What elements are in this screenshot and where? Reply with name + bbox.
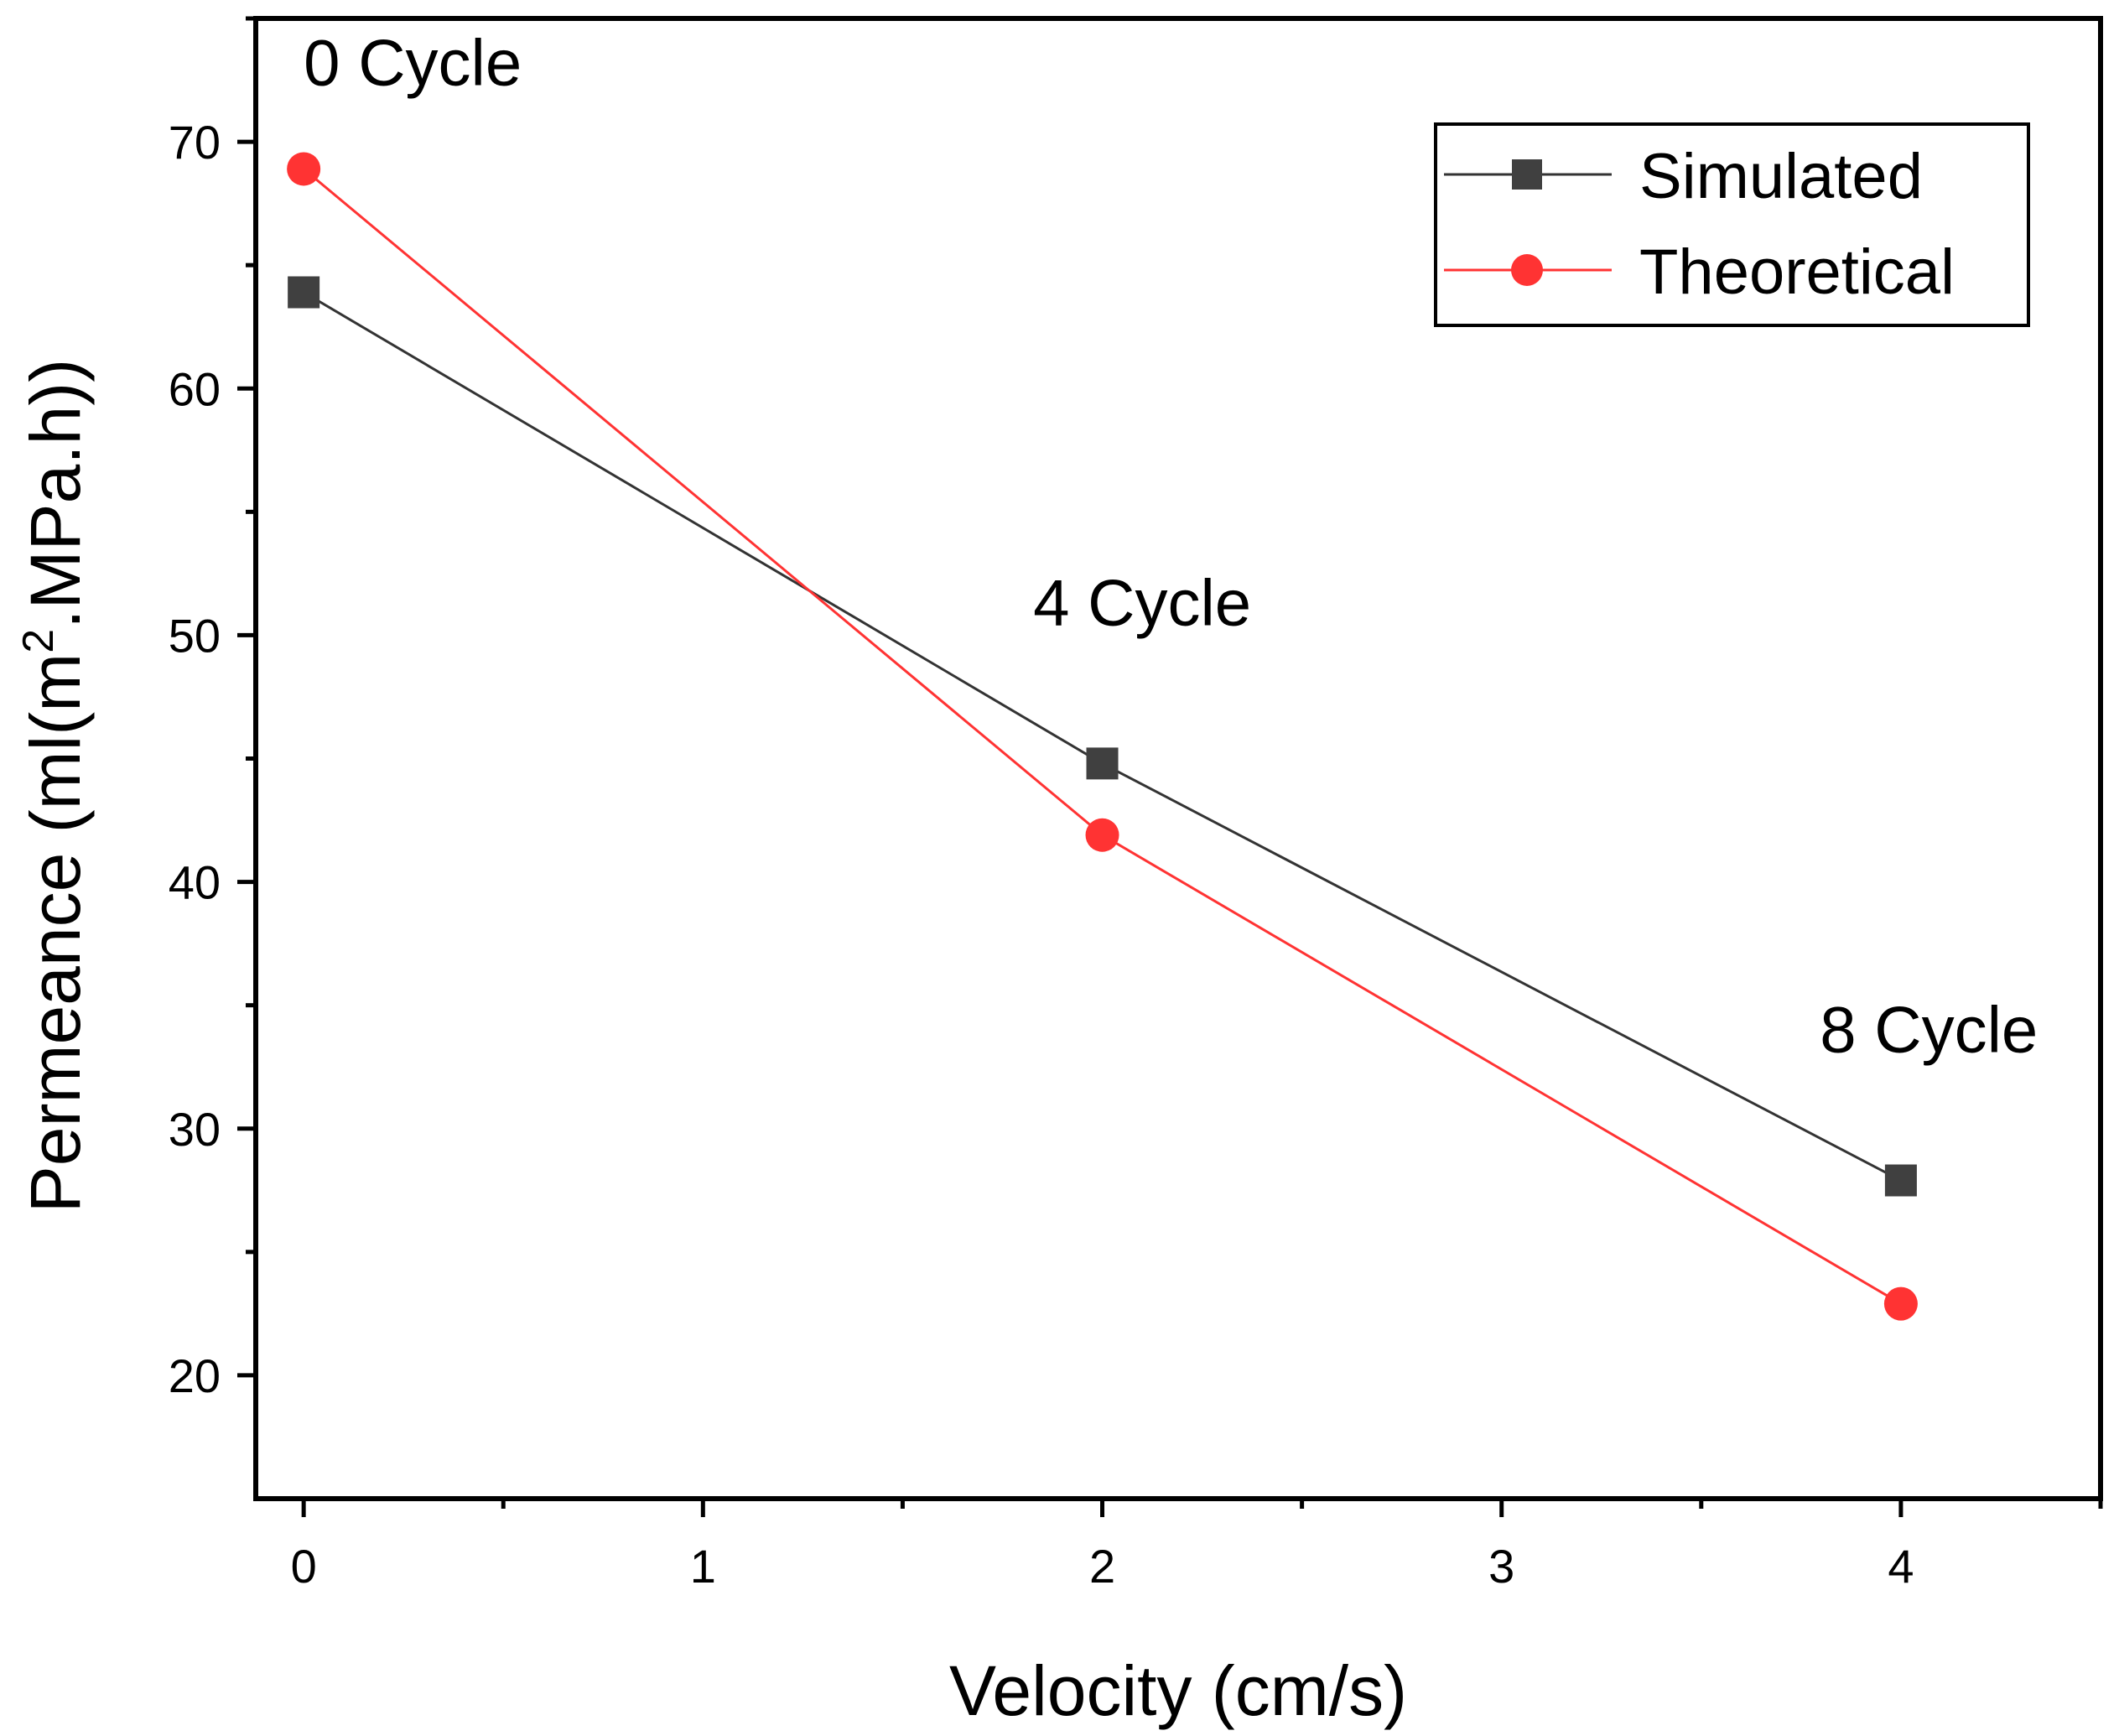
data-point-simulated xyxy=(1086,747,1119,780)
annotation-label: 0 Cycle xyxy=(304,25,522,99)
annotation-label: 4 Cycle xyxy=(1033,566,1251,640)
y-tick-label: 20 xyxy=(169,1349,221,1402)
legend-marker-theoretical xyxy=(1511,254,1543,286)
x-tick-label: 0 xyxy=(291,1540,317,1593)
y-tick-label: 60 xyxy=(169,362,221,415)
data-point-theoretical xyxy=(287,152,321,186)
data-point-theoretical xyxy=(1883,1286,1918,1321)
x-axis-title: Velocity (cm/s) xyxy=(949,1651,1407,1730)
y-tick-label: 50 xyxy=(169,609,221,662)
legend-marker-simulated xyxy=(1512,159,1542,190)
series-line-theoretical xyxy=(303,168,1902,1305)
y-axis-title-main: Permeance (ml(m xyxy=(16,653,95,1213)
data-point-simulated xyxy=(288,276,320,309)
legend-label-simulated: Simulated xyxy=(1639,141,1923,212)
y-axis-title: Permeance (ml(m2.MPa.h)) xyxy=(14,359,95,1213)
y-axis-ticks: 20 30 40 50 60 70 xyxy=(169,16,256,1402)
x-tick-label: 1 xyxy=(690,1540,716,1593)
y-axis-title-superscript: 2 xyxy=(14,629,63,653)
annotations: 0 Cycle 4 Cycle 8 Cycle xyxy=(304,25,2038,1066)
series-markers xyxy=(287,152,1918,1321)
x-tick-label: 2 xyxy=(1089,1540,1115,1593)
data-point-simulated xyxy=(1884,1164,1917,1197)
y-tick-label: 40 xyxy=(169,856,221,909)
y-tick-label: 30 xyxy=(169,1103,221,1156)
x-tick-label: 4 xyxy=(1888,1540,1914,1593)
series-lines xyxy=(303,168,1902,1305)
legend-box xyxy=(1434,122,2030,327)
data-point-theoretical xyxy=(1085,818,1119,852)
y-tick-label: 70 xyxy=(169,116,221,169)
annotation-label: 8 Cycle xyxy=(1820,993,2038,1067)
legend: Simulated Theoretical xyxy=(1434,122,2030,327)
legend-label-theoretical: Theoretical xyxy=(1639,236,1955,308)
x-tick-label: 3 xyxy=(1488,1540,1514,1593)
series-line-simulated xyxy=(303,291,1902,1182)
y-axis-title-unit: .MPa.h)) xyxy=(16,359,95,629)
x-axis-ticks: 0 1 2 3 4 xyxy=(291,1499,2103,1593)
